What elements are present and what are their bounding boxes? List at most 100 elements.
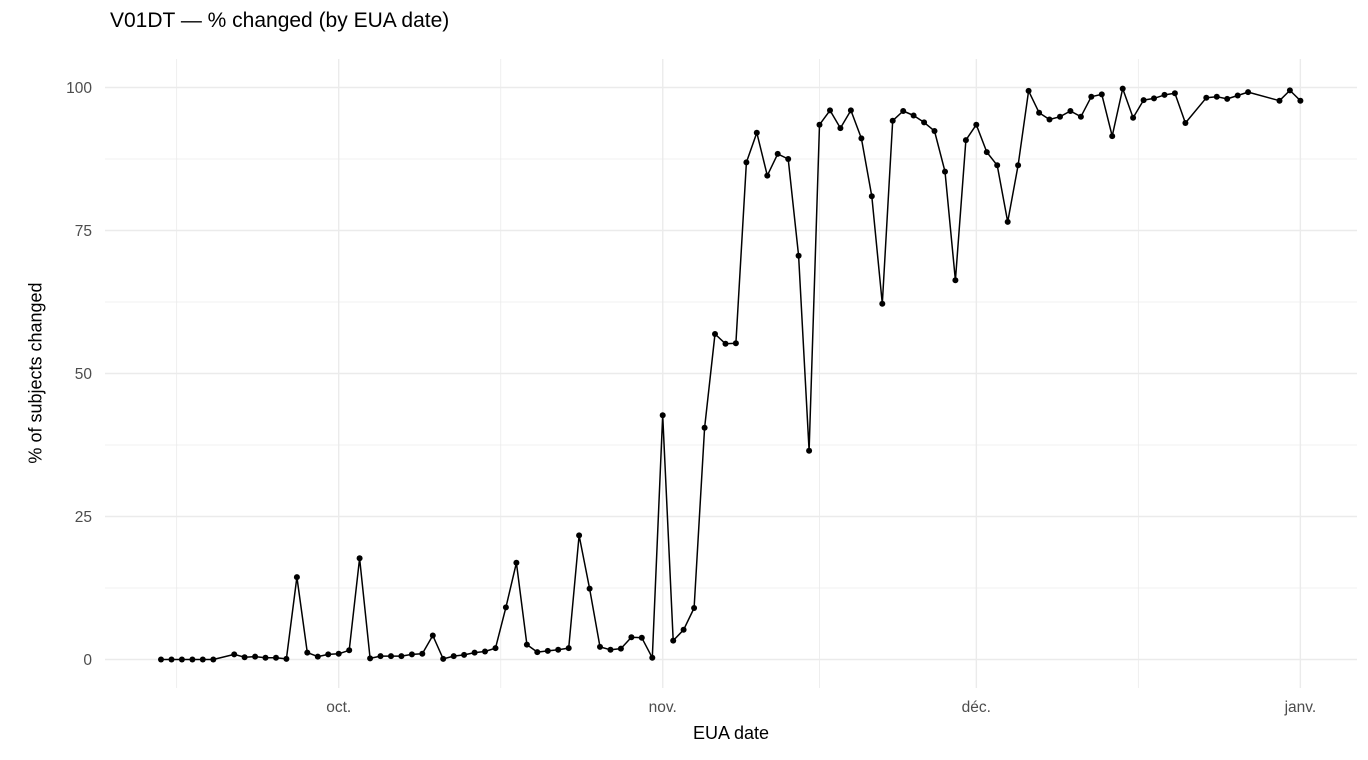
- data-point: [178, 656, 185, 663]
- data-point: [942, 168, 948, 175]
- data-point: [1004, 218, 1011, 225]
- data-point: [628, 634, 635, 641]
- data-point: [649, 654, 656, 661]
- data-point: [1057, 113, 1063, 120]
- data-point: [1036, 109, 1043, 116]
- data-point: [617, 645, 624, 652]
- data-point: [847, 107, 854, 114]
- data-point: [827, 107, 833, 114]
- data-point: [753, 129, 760, 136]
- data-point: [1088, 93, 1095, 100]
- data-point: [638, 634, 645, 641]
- data-point: [1067, 108, 1074, 114]
- data-point: [795, 252, 802, 259]
- data-point: [293, 574, 300, 581]
- data-point: [1130, 114, 1137, 121]
- data-point: [513, 559, 520, 566]
- data-point: [304, 649, 311, 656]
- y-axis-title: % of subjects changed: [25, 282, 46, 464]
- data-point: [199, 656, 206, 663]
- data-point: [398, 653, 405, 660]
- y-tick-label: 25: [75, 509, 92, 526]
- data-point: [680, 626, 687, 633]
- y-tick-label: 100: [66, 80, 92, 97]
- data-point: [1025, 87, 1032, 94]
- data-point: [388, 653, 394, 660]
- data-point: [429, 632, 436, 639]
- data-point: [659, 412, 666, 419]
- data-point: [743, 159, 750, 166]
- data-point: [1203, 94, 1210, 101]
- data-point: [1015, 162, 1022, 169]
- x-axis-title: EUA date: [692, 723, 770, 743]
- data-point: [1046, 116, 1053, 123]
- data-point: [879, 300, 886, 307]
- data-point: [1297, 97, 1304, 104]
- data-point: [461, 651, 468, 658]
- data-point: [1119, 85, 1126, 92]
- data-point: [607, 646, 614, 653]
- data-point: [1286, 87, 1293, 94]
- data-point: [994, 162, 1001, 169]
- data-point: [502, 604, 509, 611]
- data-point: [356, 555, 363, 562]
- data-point: [1161, 91, 1168, 98]
- y-tick-label: 0: [83, 652, 92, 669]
- data-point: [1213, 93, 1220, 100]
- data-point: [973, 121, 980, 128]
- data-point: [471, 649, 478, 656]
- data-point: [1109, 133, 1116, 140]
- data-point: [962, 137, 969, 144]
- data-point: [283, 655, 290, 662]
- data-point: [701, 424, 708, 431]
- data-point: [492, 645, 499, 652]
- data-point: [1182, 120, 1189, 126]
- data-point: [806, 447, 813, 454]
- data-point: [868, 193, 875, 200]
- data-point: [523, 641, 530, 648]
- data-point: [931, 128, 938, 134]
- data-point: [440, 655, 447, 662]
- data-point: [900, 108, 907, 114]
- data-point: [910, 112, 917, 119]
- data-point: [889, 117, 896, 124]
- data-point: [273, 654, 279, 661]
- data-point: [1140, 97, 1147, 104]
- data-point: [597, 643, 603, 650]
- data-point: [1224, 95, 1231, 102]
- data-point: [837, 125, 844, 132]
- data-points: [158, 85, 1304, 663]
- data-point: [576, 532, 583, 539]
- data-point: [241, 654, 248, 661]
- data-point: [712, 331, 718, 337]
- data-point: [367, 655, 374, 662]
- gridlines-major: [105, 59, 1357, 688]
- data-point: [764, 172, 771, 179]
- data-point: [1234, 92, 1241, 99]
- data-point: [262, 654, 269, 661]
- data-point: [722, 340, 729, 347]
- data-point: [544, 647, 551, 654]
- data-point: [450, 653, 457, 660]
- data-point: [1276, 97, 1283, 104]
- data-point: [983, 149, 990, 156]
- data-point: [586, 585, 593, 592]
- data-point: [408, 651, 415, 658]
- y-tick-label: 75: [75, 223, 92, 240]
- data-point: [482, 648, 488, 655]
- chart-title: V01DT — % changed (by EUA date): [110, 9, 450, 32]
- data-point: [1098, 91, 1105, 98]
- data-point: [1171, 90, 1178, 97]
- y-tick-label: 50: [75, 366, 93, 383]
- data-point: [816, 121, 823, 128]
- data-point: [952, 277, 959, 284]
- data-point: [921, 119, 928, 126]
- data-point: [231, 651, 238, 658]
- data-point: [325, 651, 332, 658]
- data-point: [858, 135, 865, 142]
- data-point: [534, 649, 541, 656]
- data-point: [1077, 113, 1084, 120]
- y-tick-labels: 0 25 50 75 100: [66, 80, 92, 669]
- data-point: [189, 656, 196, 663]
